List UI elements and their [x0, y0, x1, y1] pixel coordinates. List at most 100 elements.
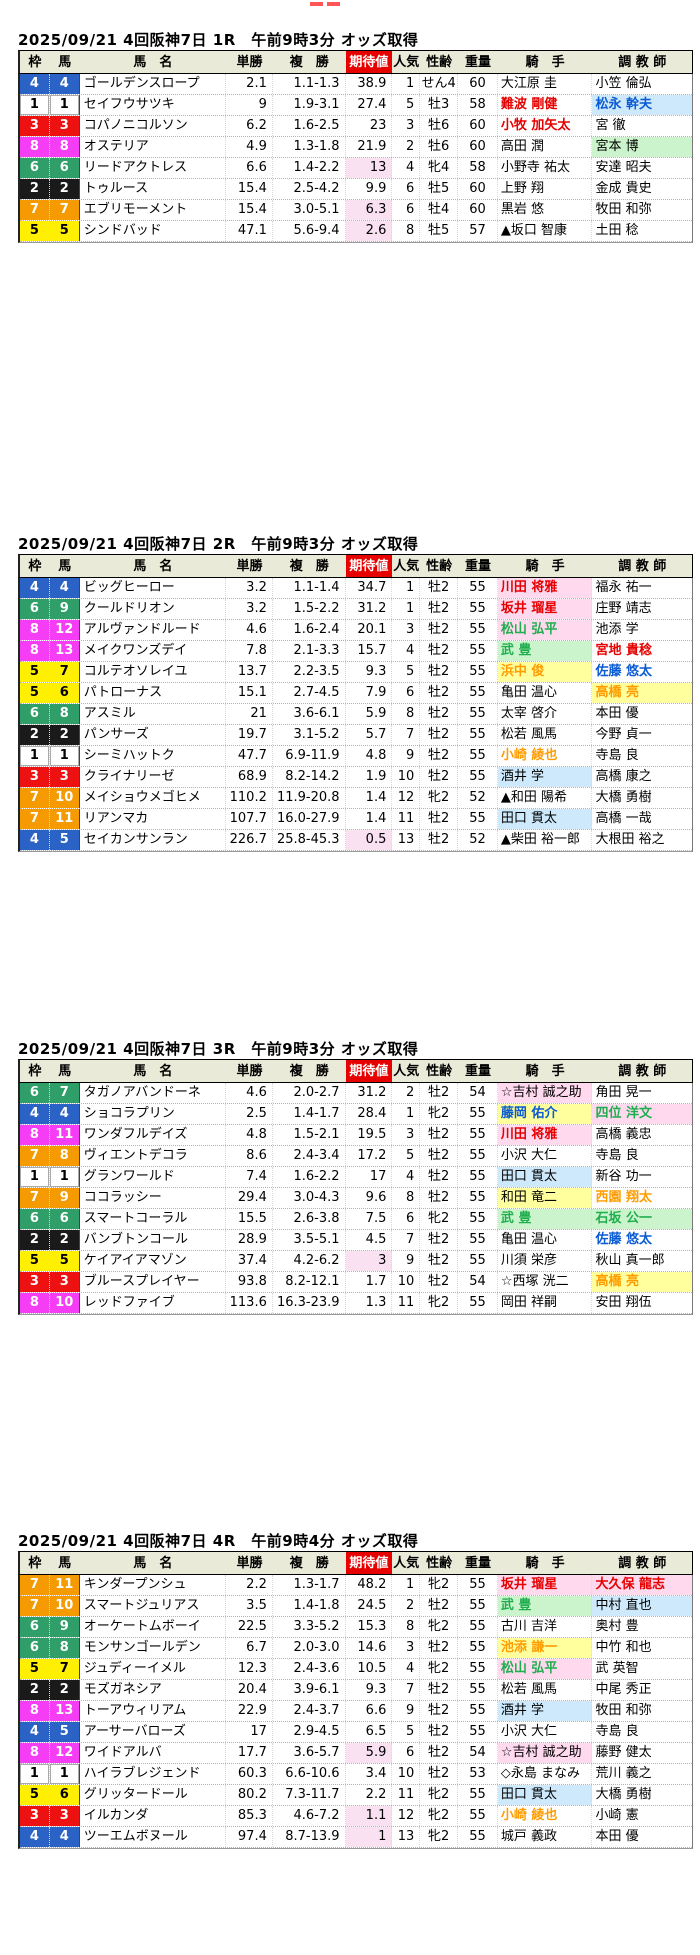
jockey-name[interactable]: 黒岩 悠 — [498, 200, 593, 220]
jockey-name[interactable]: 太宰 啓介 — [498, 704, 593, 724]
horse-number-cell[interactable]: 11 — [49, 1575, 80, 1595]
place-odds[interactable]: 2.6-3.8 — [273, 1209, 346, 1229]
sex-age[interactable]: 牡2 — [420, 599, 459, 619]
horse-number-cell[interactable]: 5 — [49, 221, 80, 241]
sex-age[interactable]: 牝4 — [420, 158, 459, 178]
expected-value[interactable]: 3 — [345, 1251, 393, 1271]
weight[interactable]: 55 — [458, 1188, 498, 1208]
horse-name[interactable]: オーケートムボーイ — [80, 1617, 227, 1637]
trainer-name[interactable]: 宮 徹 — [595, 118, 626, 133]
popularity[interactable]: 13 — [392, 830, 421, 850]
trainer-name[interactable]: 土田 稔 — [595, 223, 639, 238]
frame-cell[interactable]: 8 — [20, 641, 50, 661]
weight[interactable]: 55 — [458, 1167, 498, 1187]
horse-name[interactable]: シーミハットク — [80, 746, 227, 766]
horse-number-cell[interactable]: 2 — [49, 725, 80, 745]
horse-number-cell[interactable]: 4 — [49, 578, 80, 598]
trainer-name[interactable]: 寺島 良 — [595, 748, 639, 763]
frame-cell[interactable]: 4 — [20, 74, 50, 94]
place-odds[interactable]: 1.3-1.7 — [273, 1575, 346, 1595]
place-odds[interactable]: 4.6-7.2 — [273, 1806, 346, 1826]
jockey-name[interactable]: 池添 謙一 — [497, 1638, 593, 1658]
popularity[interactable]: 6 — [392, 683, 421, 703]
win-odds[interactable]: 110.2 — [226, 788, 273, 808]
frame-cell[interactable]: 6 — [20, 599, 50, 619]
popularity[interactable]: 3 — [392, 1638, 421, 1658]
weight[interactable]: 55 — [458, 1827, 498, 1847]
horse-number-cell[interactable]: 5 — [49, 1722, 80, 1742]
expected-value[interactable]: 24.5 — [346, 1596, 393, 1616]
weight[interactable]: 60 — [458, 137, 498, 157]
expected-value[interactable]: 17.2 — [346, 1146, 393, 1166]
expected-value[interactable]: 1.9 — [346, 767, 393, 787]
trainer-name[interactable]: 牧田 和弥 — [595, 202, 652, 217]
popularity[interactable]: 8 — [392, 1188, 421, 1208]
jockey-name[interactable]: 酒井 学 — [497, 767, 593, 787]
place-odds[interactable]: 5.6-9.4 — [273, 221, 346, 241]
sex-age[interactable]: 牡2 — [420, 1743, 459, 1763]
place-odds[interactable]: 8.2-12.1 — [273, 1272, 346, 1292]
trainer-name[interactable]: 本田 優 — [595, 1829, 639, 1844]
frame-cell[interactable]: 6 — [20, 1083, 50, 1103]
horse-number-cell[interactable]: 3 — [49, 116, 80, 136]
horse-number-cell[interactable]: 6 — [49, 1785, 80, 1805]
jockey-name[interactable]: ☆吉村 誠之助 — [497, 1083, 593, 1103]
trainer-name[interactable]: 中尾 秀正 — [595, 1682, 652, 1697]
frame-cell[interactable]: 4 — [20, 1104, 50, 1124]
jockey-name[interactable]: 難波 剛健 — [498, 95, 593, 115]
horse-name[interactable]: バンブトンコール — [80, 1230, 227, 1250]
win-odds[interactable]: 7.8 — [226, 641, 273, 661]
expected-value[interactable]: 27.4 — [346, 95, 393, 115]
popularity[interactable]: 5 — [392, 95, 421, 115]
jockey-name[interactable]: ◇永島 まなみ — [498, 1764, 593, 1784]
frame-cell[interactable]: 4 — [20, 1827, 50, 1847]
frame-cell[interactable]: 7 — [20, 1188, 50, 1208]
trainer-name[interactable]: 武 英智 — [595, 1661, 639, 1676]
jockey-name[interactable]: 田口 貫太 — [497, 1785, 593, 1805]
weight[interactable]: 55 — [458, 1722, 498, 1742]
place-odds[interactable]: 1.6-2.4 — [273, 620, 346, 640]
horse-name[interactable]: タガノアバンドーネ — [80, 1083, 227, 1103]
jockey-name[interactable]: 小沢 大仁 — [498, 1146, 593, 1166]
sex-age[interactable]: 牝2 — [420, 1293, 459, 1313]
horse-number-cell[interactable]: 11 — [49, 809, 80, 829]
win-odds[interactable]: 107.7 — [226, 809, 273, 829]
frame-cell[interactable]: 6 — [20, 704, 50, 724]
popularity[interactable]: 1 — [392, 1104, 421, 1124]
popularity[interactable]: 5 — [392, 662, 421, 682]
horse-number-cell[interactable]: 5 — [49, 830, 80, 850]
weight[interactable]: 55 — [458, 620, 498, 640]
place-odds[interactable]: 2.5-4.2 — [273, 179, 346, 199]
horse-number-cell[interactable]: 6 — [49, 158, 80, 178]
horse-number-cell[interactable]: 1 — [49, 95, 80, 115]
trainer-name[interactable]: 中村 直也 — [592, 1596, 692, 1616]
weight[interactable]: 55 — [458, 1659, 498, 1679]
sex-age[interactable]: 牝2 — [420, 1617, 459, 1637]
popularity[interactable]: 12 — [392, 1806, 421, 1826]
horse-number-cell[interactable]: 10 — [49, 788, 80, 808]
sex-age[interactable]: 牝2 — [420, 1575, 459, 1595]
trainer-name[interactable]: 大根田 裕之 — [595, 832, 665, 847]
popularity[interactable]: 1 — [392, 599, 421, 619]
horse-name[interactable]: ココラッシー — [80, 1188, 227, 1208]
weight[interactable]: 58 — [458, 95, 498, 115]
horse-number-cell[interactable]: 6 — [49, 1209, 80, 1229]
sex-age[interactable]: 牡2 — [420, 1596, 459, 1616]
sex-age[interactable]: せん4 — [420, 74, 459, 94]
weight[interactable]: 55 — [458, 1680, 498, 1700]
weight[interactable]: 55 — [458, 1806, 498, 1826]
popularity[interactable]: 5 — [392, 1722, 421, 1742]
popularity[interactable]: 4 — [392, 1167, 421, 1187]
expected-value[interactable]: 7.5 — [346, 1209, 393, 1229]
place-odds[interactable]: 1.9-3.1 — [273, 95, 346, 115]
trainer-name[interactable]: 四位 洋文 — [592, 1104, 692, 1124]
place-odds[interactable]: 1.3-1.8 — [273, 137, 346, 157]
frame-cell[interactable]: 4 — [20, 578, 50, 598]
place-odds[interactable]: 2.4-3.7 — [273, 1701, 346, 1721]
horse-name[interactable]: クールドリオン — [80, 599, 227, 619]
horse-name[interactable]: スマートコーラル — [80, 1209, 227, 1229]
horse-name[interactable]: イルカンダ — [80, 1806, 227, 1826]
expected-value[interactable]: 5.9 — [346, 704, 393, 724]
popularity[interactable]: 6 — [392, 179, 421, 199]
sex-age[interactable]: 牡2 — [420, 1764, 459, 1784]
